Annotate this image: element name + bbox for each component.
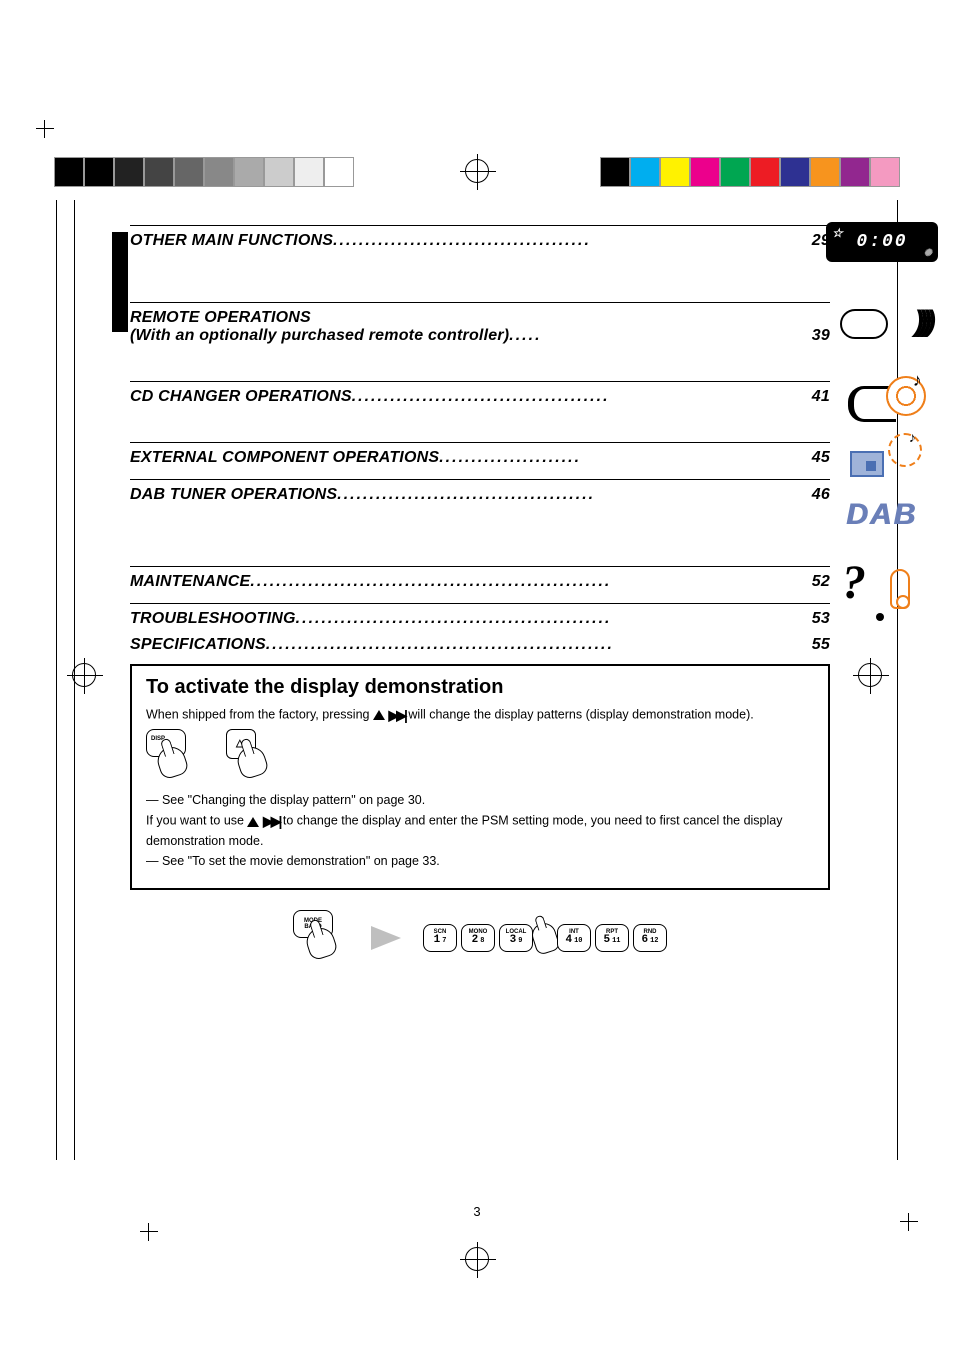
- num-button-6: RND612: [633, 924, 667, 952]
- demo-p3: If you want to use ▶▶| to change the dis…: [146, 811, 814, 849]
- up-arrow-icon: [373, 710, 385, 720]
- toc-page: 45: [808, 449, 830, 467]
- page-number: 3: [473, 1204, 480, 1219]
- leader-dots: ........................................: [333, 232, 808, 250]
- demo-p1: When shipped from the factory, pressing …: [146, 705, 814, 725]
- registration-mark-top: [465, 159, 489, 183]
- question-screwdriver-icon: ?: [842, 561, 918, 621]
- demo-box: To activate the display demonstration Wh…: [130, 664, 830, 890]
- toc-title: OTHER MAIN FUNCTIONS: [130, 232, 333, 250]
- toc-row-cdchanger: CD CHANGER OPERATIONS ..................…: [130, 381, 830, 408]
- crop-mark: [140, 1223, 158, 1241]
- toc-row-other-main: OTHER MAIN FUNCTIONS ...................…: [130, 225, 830, 252]
- registration-mark-bottom: [465, 1247, 489, 1271]
- num-button-3: LOCAL39: [499, 924, 533, 952]
- toc-row-dab: DAB TUNER OPERATIONS ...................…: [130, 479, 830, 506]
- toc-title: MAINTENANCE: [130, 573, 250, 591]
- toc-title: DAB TUNER OPERATIONS: [130, 486, 337, 504]
- up-button-illustration: △: [226, 729, 278, 781]
- mode-button-row: MODE BAND SCN17 MONO28 LOCAL39 INT410 RP…: [130, 910, 830, 966]
- registration-mark-left: [72, 663, 96, 687]
- toc-subtitle: (With an optionally purchased remote con…: [130, 327, 509, 345]
- greyscale-swatch-bar: [54, 157, 354, 187]
- note-block: After pressing MODE/BAND, the number but…: [130, 910, 830, 966]
- mode-band-button-illustration: MODE BAND: [293, 910, 349, 966]
- clock-badge-icon: ☆ 0:00 ✺: [826, 222, 938, 262]
- page-frame-line: [74, 200, 75, 1160]
- toc-page: 53: [808, 610, 830, 628]
- fast-forward-icon: ▶▶|: [388, 705, 404, 725]
- leader-dots: ......................: [439, 449, 808, 467]
- color-swatch-bar: [600, 157, 900, 187]
- page: OTHER MAIN FUNCTIONS ...................…: [0, 0, 954, 1351]
- toc-row-specifications: SPECIFICATIONS .........................…: [130, 630, 830, 656]
- leader-dots: ........................................…: [250, 573, 807, 591]
- leader-dots: ........................................…: [266, 636, 808, 654]
- demo-p4: — See "To set the movie demonstration" o…: [146, 852, 814, 870]
- toc-page: 52: [808, 573, 830, 591]
- external-component-icon: ♪: [850, 433, 922, 477]
- crop-mark: [900, 1213, 918, 1231]
- number-buttons-group: SCN17 MONO28 LOCAL39 INT410 RPT511 RND61…: [423, 923, 667, 953]
- demo-p2: — See "Changing the display pattern" on …: [146, 791, 814, 809]
- num-button-4: INT410: [557, 924, 591, 952]
- content-area: OTHER MAIN FUNCTIONS ...................…: [130, 225, 830, 966]
- toc-row-external: EXTERNAL COMPONENT OPERATIONS ..........…: [130, 442, 830, 469]
- leader-dots: ........................................…: [296, 610, 808, 628]
- toc-title: SPECIFICATIONS: [130, 636, 266, 654]
- fast-forward-icon: ▶▶|: [263, 811, 279, 831]
- demo-heading: To activate the display demonstration: [146, 676, 814, 699]
- toc-title-line1: REMOTE OPERATIONS: [130, 309, 830, 327]
- toc-page: 55: [808, 636, 830, 654]
- disp-button-illustration: DISP: [146, 729, 198, 781]
- toc-row-remote: REMOTE OPERATIONS (With an optionally pu…: [130, 302, 830, 347]
- toc-title: TROUBLESHOOTING: [130, 610, 296, 628]
- num-button-5: RPT511: [595, 924, 629, 952]
- leader-dots: .....: [509, 327, 808, 345]
- crop-mark: [36, 120, 54, 138]
- registration-mark-right: [858, 663, 882, 687]
- toc-page: 39: [808, 327, 830, 345]
- toc-row-troubleshooting: TROUBLESHOOTING ........................…: [130, 603, 830, 630]
- up-arrow-icon: [247, 817, 259, 827]
- num-button-1: SCN17: [423, 924, 457, 952]
- dab-logo-icon: DAB: [846, 498, 926, 548]
- clock-text: 0:00: [856, 232, 907, 252]
- toc-title: CD CHANGER OPERATIONS: [130, 388, 352, 406]
- toc-row-maintenance: MAINTENANCE ............................…: [130, 566, 830, 593]
- toc-page: 46: [808, 486, 830, 504]
- leader-dots: ........................................: [352, 388, 808, 406]
- leader-dots: ........................................: [337, 486, 808, 504]
- remote-icon: )))): [840, 303, 930, 351]
- page-frame-line: [56, 200, 57, 1160]
- toc-title: EXTERNAL COMPONENT OPERATIONS: [130, 449, 439, 467]
- cd-changer-icon: ♪: [848, 376, 926, 434]
- toc-page: 41: [808, 388, 830, 406]
- num-button-2: MONO28: [461, 924, 495, 952]
- button-illustrations: DISP △: [146, 729, 814, 781]
- right-arrow-icon: [371, 926, 401, 950]
- section-tab: [112, 232, 128, 332]
